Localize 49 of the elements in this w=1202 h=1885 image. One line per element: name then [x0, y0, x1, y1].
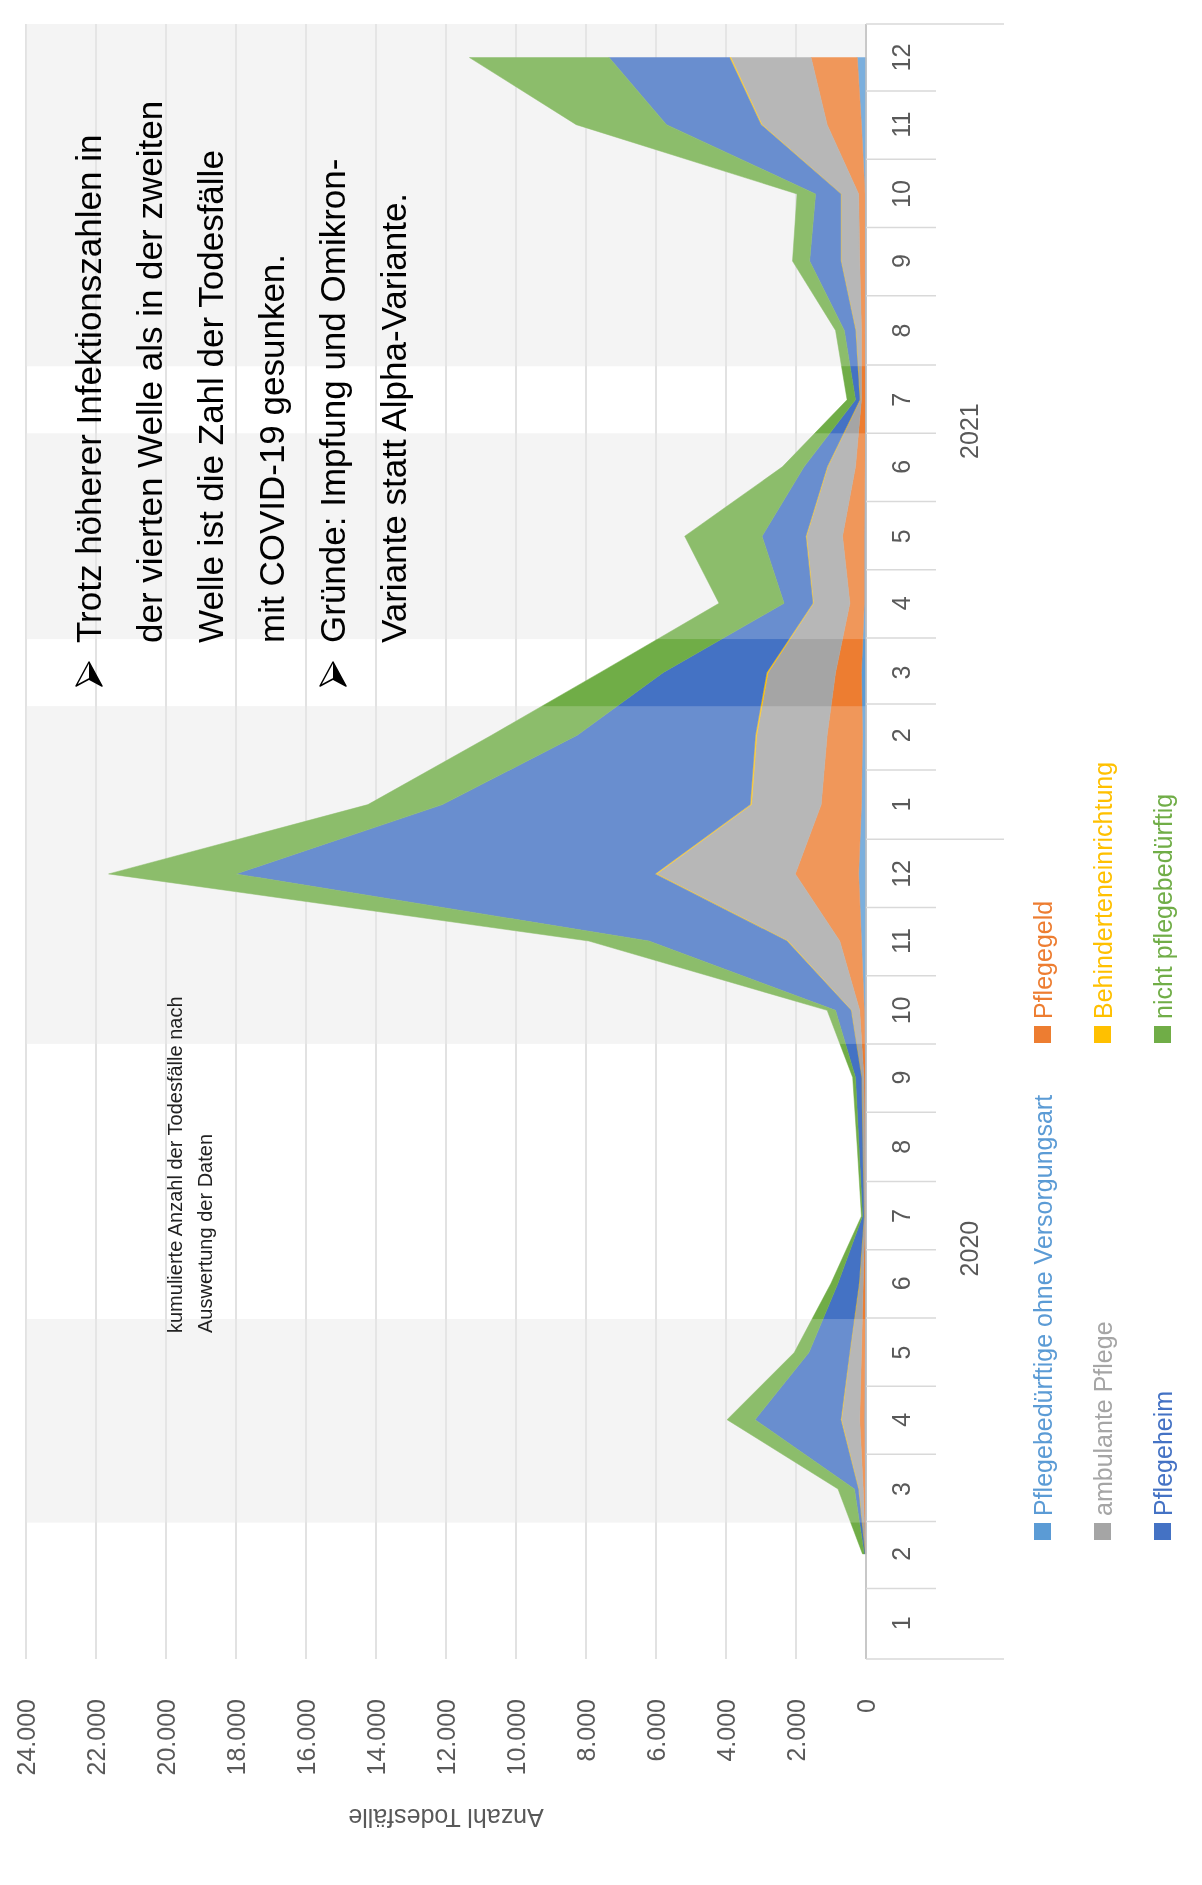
- x-tick-label: 24.000: [11, 1699, 40, 1776]
- x-tick-label: 10.000: [501, 1699, 530, 1776]
- text: Pflegegeld: [1028, 900, 1057, 1019]
- y-tick-label: 3: [887, 1482, 915, 1496]
- y-tick-label: 12: [887, 860, 915, 888]
- y-tick-label: 8: [887, 323, 915, 338]
- x-tick-label: 16.000: [291, 1699, 320, 1776]
- text: 2021: [955, 403, 983, 459]
- text: ambulante Pflege: [1088, 1321, 1117, 1516]
- text: Behinderteneinrichtung: [1088, 761, 1117, 1019]
- text: Pflegeheim: [1148, 1390, 1177, 1516]
- x-tick-label: 8.000: [571, 1699, 600, 1762]
- annotation: Gründe: Impfung und Omikron-Variante statt Alpha-Variante.: [313, 158, 413, 643]
- y-tick-label: 10: [887, 996, 915, 1025]
- y-tick-label: 6: [887, 459, 915, 474]
- y-tick-label: 3: [887, 665, 915, 680]
- x-tick-label: 22.000: [81, 1699, 110, 1776]
- y-tick-label: 11: [887, 928, 915, 955]
- text: Pflegebedürftige ohne Versorgungsart: [1028, 1094, 1057, 1516]
- y-tick-label: 9: [887, 254, 915, 269]
- y-tick-label: 1: [887, 1616, 915, 1631]
- y-tick-label: 2: [887, 728, 915, 743]
- x-tick-label: 18.000: [221, 1699, 250, 1776]
- text: 2020: [955, 1220, 983, 1277]
- y-tick-label: 7: [887, 1209, 915, 1224]
- y-tick-label: 1: [887, 797, 915, 812]
- y-tick-label: 4: [887, 1412, 915, 1427]
- y-tick-label: 5: [887, 529, 915, 544]
- x-tick-label: 14.000: [361, 1699, 390, 1776]
- y-tick-label: 9: [887, 1070, 915, 1085]
- x-tick-label: 12.000: [431, 1699, 460, 1776]
- y-tick-label: 12: [887, 43, 915, 72]
- text: nicht pflegebedürftig: [1148, 793, 1177, 1019]
- y-tick-label: 7: [887, 392, 915, 407]
- y-tick-label: 6: [887, 1276, 915, 1291]
- x-tick-label: 2.000: [781, 1699, 810, 1762]
- x-tick-label: 4.000: [711, 1699, 740, 1762]
- annotation: Trotz höherer Infektionszahlen in der vierten Welle als in der zweiten Welle ist die Zahl der Todesfälle mit COVID-19 gesunken.: [69, 100, 291, 643]
- y-tick-label: 11: [887, 111, 915, 138]
- x-tick-label: 6.000: [641, 1699, 670, 1762]
- y-tick-label: 5: [887, 1345, 915, 1360]
- x-tick-label: 20.000: [151, 1699, 180, 1776]
- x-axis-title: Anzahl Todesfälle: [348, 1804, 544, 1833]
- y-tick-label: 2: [887, 1546, 915, 1561]
- y-tick-label: 4: [887, 596, 915, 611]
- x-tick-label: 0: [851, 1699, 880, 1713]
- y-tick-label: 10: [887, 180, 915, 208]
- y-tick-label: 8: [887, 1139, 915, 1154]
- annotation: kumulierte Anzahl der Todesfälle nach Auswertung der Daten: [164, 996, 216, 1333]
